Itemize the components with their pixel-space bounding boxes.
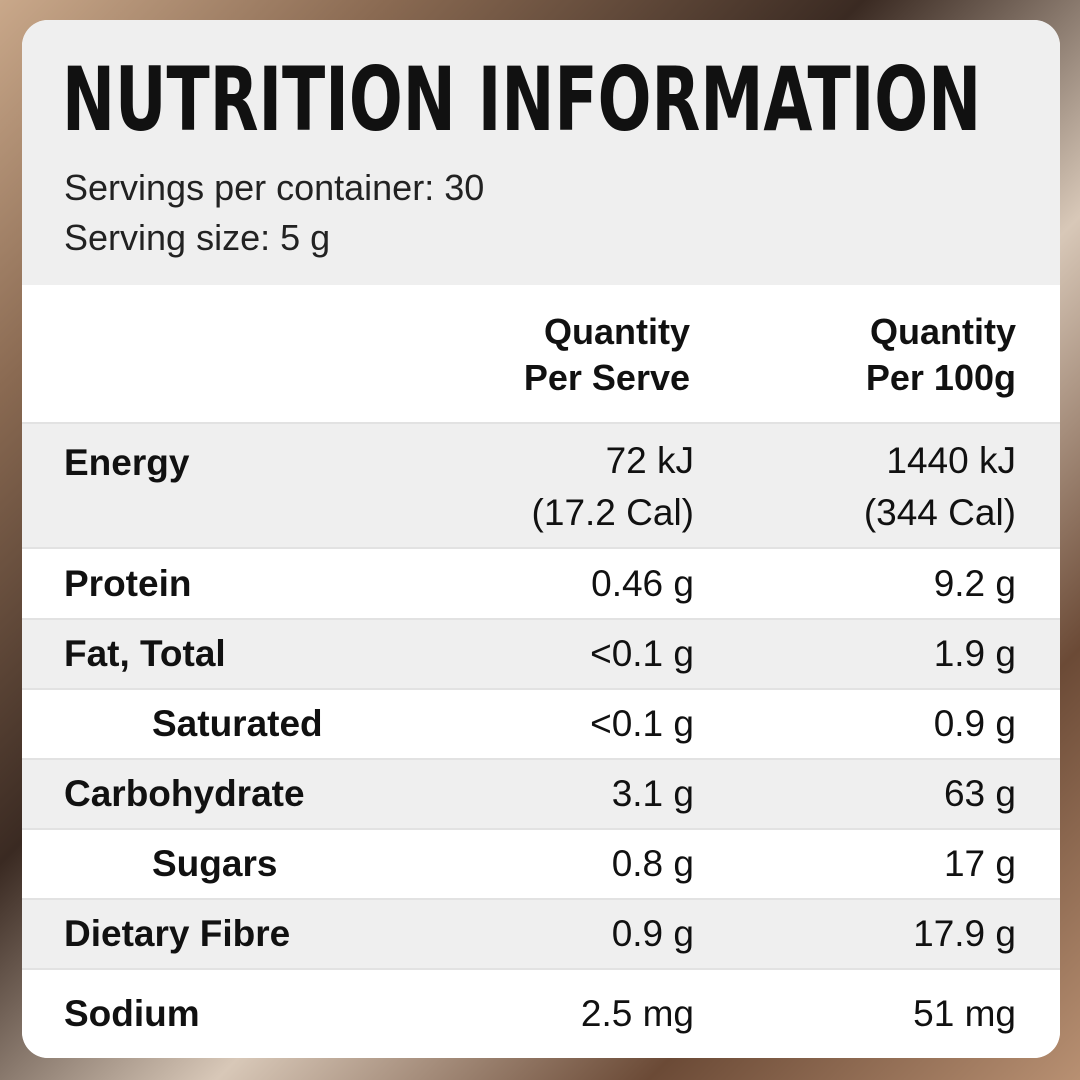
table-row-energy: Energy 72 kJ (17.2 Cal) 1440 kJ (344 Cal… <box>22 422 1060 547</box>
value-per-serve-cal: (17.2 Cal) <box>531 492 694 533</box>
row-label: Sodium <box>64 993 200 1034</box>
row-label: Sugars <box>152 843 278 884</box>
value-per-serve: <0.1 g <box>590 703 694 744</box>
value-per-serve: 0.9 g <box>611 913 694 954</box>
panel-header: NUTRITION INFORMATION Servings per conta… <box>22 20 1060 285</box>
value-per-100g: 1.9 g <box>933 633 1016 674</box>
value-per-100g: 17 g <box>943 843 1016 884</box>
nutrition-panel: NUTRITION INFORMATION Servings per conta… <box>22 20 1060 1058</box>
column-header-per-100g: Quantity Per 100g <box>866 309 1016 401</box>
table-row-sodium: Sodium 2.5 mg 51 mg <box>22 968 1060 1058</box>
table-row-saturated: Saturated <0.1 g 0.9 g <box>22 688 1060 758</box>
row-label: Fat, Total <box>64 633 226 674</box>
table-row-carbohydrate: Carbohydrate 3.1 g 63 g <box>22 758 1060 828</box>
value-per-100g: 17.9 g <box>913 913 1016 954</box>
column-header-per-serve-line1: Quantity <box>543 311 690 352</box>
serving-size: Serving size: 5 g <box>64 217 331 258</box>
value-per-serve: 72 kJ <box>605 440 694 481</box>
row-label: Dietary Fibre <box>64 913 291 954</box>
column-headers: Quantity Per Serve Quantity Per 100g <box>22 285 1060 422</box>
value-per-100g: 9.2 g <box>933 563 1016 604</box>
panel-title: NUTRITION INFORMATION <box>62 48 982 151</box>
row-label: Saturated <box>152 703 323 744</box>
table-row-protein: Protein 0.46 g 9.2 g <box>22 547 1060 618</box>
value-per-100g: 51 mg <box>913 993 1016 1034</box>
column-header-per-100g-line1: Quantity <box>869 311 1016 352</box>
value-per-100g: 0.9 g <box>933 703 1016 744</box>
value-per-serve: 0.46 g <box>591 563 694 604</box>
row-label: Carbohydrate <box>64 773 305 814</box>
value-per-serve: 2.5 mg <box>580 993 694 1034</box>
table-row-dietary-fibre: Dietary Fibre 0.9 g 17.9 g <box>22 898 1060 968</box>
table-row-sugars: Sugars 0.8 g 17 g <box>22 828 1060 898</box>
value-per-serve: <0.1 g <box>590 633 694 674</box>
value-per-100g: 63 g <box>943 773 1016 814</box>
servings-per-container: Servings per container: 30 <box>64 167 485 208</box>
column-header-per-serve: Quantity Per Serve <box>524 309 690 401</box>
value-per-serve: 3.1 g <box>611 773 694 814</box>
value-per-100g-cal: (344 Cal) <box>863 492 1016 533</box>
row-label: Protein <box>64 563 192 604</box>
table-row-fat-total: Fat, Total <0.1 g 1.9 g <box>22 618 1060 688</box>
column-header-per-serve-line2: Per Serve <box>523 357 690 398</box>
column-header-per-100g-line2: Per 100g <box>865 357 1016 398</box>
value-per-serve: 0.8 g <box>611 843 694 884</box>
row-label: Energy <box>64 442 190 483</box>
value-per-100g: 1440 kJ <box>886 440 1016 481</box>
